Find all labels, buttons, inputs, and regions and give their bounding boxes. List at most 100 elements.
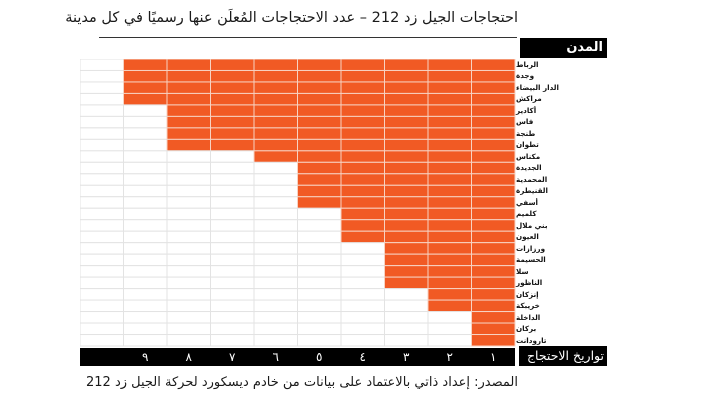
heatmap-cell-filled bbox=[427, 230, 472, 244]
heatmap-cell-filled bbox=[471, 299, 516, 313]
heatmap-cell-empty bbox=[340, 276, 385, 290]
heatmap-cell-empty bbox=[80, 196, 124, 209]
x-axis-bar bbox=[80, 348, 515, 366]
heatmap-cell-empty bbox=[427, 322, 472, 336]
heatmap-cell-empty bbox=[123, 196, 168, 209]
heatmap-cell-empty bbox=[123, 322, 168, 336]
heatmap-cell-filled bbox=[340, 161, 385, 175]
heatmap-cell-empty bbox=[340, 253, 385, 267]
heatmap-cell-empty bbox=[166, 334, 211, 347]
heatmap-cell-empty bbox=[166, 311, 211, 324]
city-label: أسفي bbox=[516, 197, 538, 207]
x-tick-label: ١ bbox=[490, 350, 497, 364]
heatmap-cell-empty bbox=[340, 334, 385, 347]
heatmap-cell-empty bbox=[166, 322, 211, 336]
heatmap-cell-empty bbox=[253, 253, 298, 267]
heatmap-cell-empty bbox=[210, 265, 255, 278]
heatmap-cell-filled bbox=[384, 230, 429, 244]
heatmap-cell-filled bbox=[384, 59, 429, 71]
heatmap-cell-filled bbox=[427, 104, 472, 117]
heatmap-cell-empty bbox=[123, 184, 168, 198]
heatmap-cell-filled bbox=[427, 173, 472, 186]
x-tick-label: ٥ bbox=[316, 350, 323, 364]
heatmap-cell-empty bbox=[80, 230, 124, 244]
heatmap-cell-filled bbox=[340, 104, 385, 117]
heatmap-cell-filled bbox=[384, 173, 429, 186]
heatmap-cell-filled bbox=[297, 138, 342, 152]
heatmap-cell-filled bbox=[253, 115, 298, 129]
heatmap-cell-filled bbox=[471, 161, 516, 175]
heatmap-cell-empty bbox=[297, 230, 342, 244]
heatmap-cell-filled bbox=[253, 92, 298, 106]
city-label: بركان bbox=[516, 324, 537, 334]
heatmap-cell-filled bbox=[340, 59, 385, 71]
heatmap-cell-empty bbox=[297, 265, 342, 278]
heatmap-cell-filled bbox=[340, 127, 385, 140]
heatmap-cell-empty bbox=[166, 196, 211, 209]
heatmap-cell-filled bbox=[166, 59, 211, 71]
heatmap-cell-filled bbox=[253, 150, 298, 163]
heatmap-cell-filled bbox=[471, 69, 516, 83]
heatmap-cell-empty bbox=[123, 150, 168, 163]
heatmap-cell-filled bbox=[340, 219, 385, 232]
heatmap-cell-filled bbox=[123, 59, 168, 71]
heatmap-cell-empty bbox=[80, 104, 124, 117]
heatmap-cell-filled bbox=[471, 207, 516, 221]
heatmap-cell-empty bbox=[123, 253, 168, 267]
heatmap-cell-empty bbox=[253, 173, 298, 186]
heatmap-cell-filled bbox=[384, 161, 429, 175]
x-tick-label: ٩ bbox=[142, 350, 149, 364]
heatmap-cell-filled bbox=[427, 288, 472, 301]
heatmap-cell-empty bbox=[253, 288, 298, 301]
city-label: كلميم bbox=[516, 209, 537, 219]
heatmap-cell-empty bbox=[297, 288, 342, 301]
heatmap-cell-empty bbox=[123, 242, 168, 255]
heatmap-cell-filled bbox=[471, 219, 516, 232]
heatmap-cell-empty bbox=[210, 288, 255, 301]
heatmap-cell-filled bbox=[471, 265, 516, 278]
heatmap-cell-empty bbox=[166, 276, 211, 290]
heatmap-cell-empty bbox=[253, 184, 298, 198]
heatmap-cell-filled bbox=[123, 69, 168, 83]
heatmap-cell-empty bbox=[80, 81, 124, 94]
heatmap-cell-empty bbox=[123, 276, 168, 290]
heatmap-cell-filled bbox=[471, 242, 516, 255]
heatmap-cell-empty bbox=[384, 288, 429, 301]
heatmap-cell-empty bbox=[80, 150, 124, 163]
heatmap-cell-filled bbox=[471, 184, 516, 198]
heatmap-cell-empty bbox=[166, 184, 211, 198]
heatmap-cell-filled bbox=[427, 92, 472, 106]
heatmap-cell-empty bbox=[297, 334, 342, 347]
heatmap-cell-filled bbox=[427, 127, 472, 140]
heatmap-cell-empty bbox=[384, 299, 429, 313]
heatmap-cell-empty bbox=[253, 265, 298, 278]
heatmap-cell-empty bbox=[80, 276, 124, 290]
heatmap-cell-filled bbox=[471, 138, 516, 152]
heatmap-cell-filled bbox=[297, 59, 342, 71]
heatmap-cell-empty bbox=[253, 161, 298, 175]
heatmap-cell-empty bbox=[210, 173, 255, 186]
heatmap-cell-filled bbox=[253, 138, 298, 152]
heatmap-cell-empty bbox=[297, 207, 342, 221]
heatmap-cell-empty bbox=[210, 299, 255, 313]
heatmap-cell-filled bbox=[427, 219, 472, 232]
heatmap-cell-empty bbox=[427, 334, 472, 347]
heatmap-cell-empty bbox=[210, 334, 255, 347]
heatmap-cell-empty bbox=[166, 230, 211, 244]
heatmap-cell-filled bbox=[471, 230, 516, 244]
heatmap-cell-empty bbox=[80, 311, 124, 324]
x-tick-label: ٨ bbox=[185, 350, 192, 364]
heatmap-cell-empty bbox=[80, 265, 124, 278]
heatmap-cell-filled bbox=[297, 115, 342, 129]
heatmap-cell-empty bbox=[123, 115, 168, 129]
city-label: بني ملال bbox=[516, 220, 548, 230]
heatmap-cell-empty bbox=[340, 299, 385, 313]
heatmap-cell-filled bbox=[340, 115, 385, 129]
heatmap-cell-filled bbox=[253, 69, 298, 83]
city-label: ورزازات bbox=[516, 243, 546, 253]
heatmap-cell-empty bbox=[123, 265, 168, 278]
heatmap-cell-filled bbox=[427, 196, 472, 209]
heatmap-cell-empty bbox=[166, 150, 211, 163]
title-underline bbox=[99, 37, 517, 38]
heatmap-cell-empty bbox=[166, 242, 211, 255]
